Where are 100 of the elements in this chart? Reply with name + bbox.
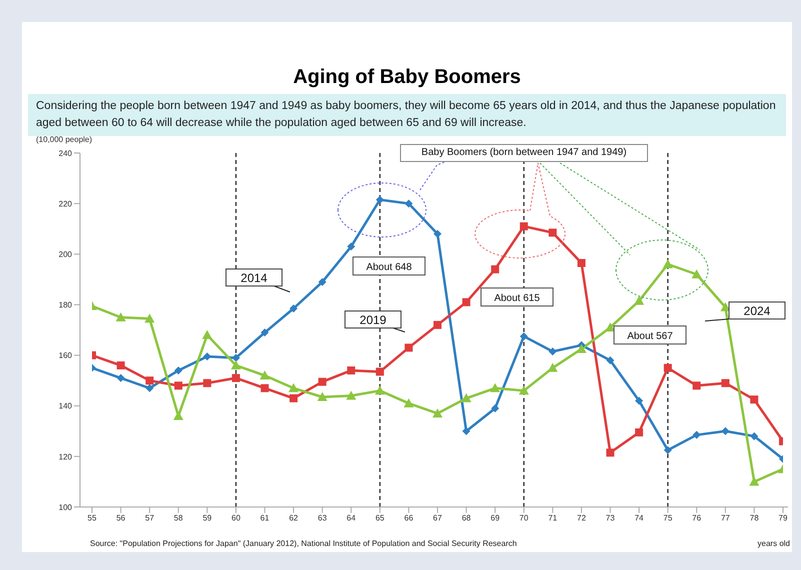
- point: [376, 196, 384, 204]
- x-tick-label: 61: [260, 514, 270, 523]
- x-tick-label: 56: [116, 514, 126, 523]
- point: [318, 278, 326, 286]
- point: [490, 383, 500, 392]
- point: [606, 356, 614, 364]
- point: [404, 200, 413, 208]
- annotation: About 567: [627, 331, 674, 342]
- point: [635, 428, 644, 436]
- y-tick-label: 140: [58, 402, 73, 411]
- point: [577, 258, 586, 267]
- point: [173, 410, 184, 420]
- x-tick-label: 59: [202, 514, 212, 523]
- point: [116, 374, 125, 382]
- x-tick-label: 63: [318, 514, 328, 523]
- point: [174, 382, 182, 390]
- chart-title: Aging of Baby Boomers: [292, 66, 522, 89]
- point: [318, 378, 326, 386]
- y-tick-label: 160: [58, 351, 73, 360]
- series-label: 2024: [744, 304, 771, 318]
- point: [202, 330, 212, 340]
- point: [116, 312, 126, 322]
- point: [434, 230, 442, 238]
- point: [548, 347, 557, 356]
- x-axis-title: years old: [758, 539, 790, 548]
- point: [232, 374, 240, 382]
- point: [434, 320, 442, 329]
- x-tick-label: 66: [404, 514, 414, 523]
- point: [346, 390, 356, 400]
- chart-subtitle: Considering the people born between 1947 and 1949 as baby boomers, they will become 65 years old in 2014, and thus the Japanese population aged between 60 to 64 will decrease while the population aged between 65 and 69 will increase.: [28, 94, 786, 136]
- x-tick-label: 57: [145, 514, 155, 523]
- y-tick-label: 100: [58, 502, 73, 512]
- x-tick-label: 58: [174, 514, 184, 523]
- point: [750, 396, 758, 404]
- point: [692, 382, 701, 390]
- point: [404, 398, 414, 408]
- point: [374, 386, 385, 395]
- x-tick-label: 73: [606, 514, 616, 523]
- y-tick-label: 200: [58, 250, 73, 259]
- x-tick-label: 74: [634, 514, 644, 523]
- point: [750, 432, 758, 440]
- point: [634, 296, 644, 305]
- point: [203, 352, 212, 361]
- source-note: Source: "Population Projections for Japan" (January 2012), National Institute of Population and Social Security Research: [90, 539, 517, 548]
- point: [376, 368, 384, 376]
- x-tick-label: 68: [462, 514, 472, 523]
- point: [260, 328, 269, 337]
- text: 2014: [240, 271, 268, 285]
- x-tick-label: 70: [519, 514, 529, 523]
- x-tick-label: 75: [663, 514, 673, 523]
- point: [606, 448, 614, 457]
- point: [144, 314, 155, 323]
- point: [576, 344, 586, 353]
- x-tick-label: 77: [720, 514, 730, 523]
- point: [203, 379, 212, 388]
- x-tick-label: 72: [577, 514, 586, 523]
- y-tick-label: 240: [58, 148, 73, 158]
- point: [290, 394, 298, 402]
- point: [635, 396, 644, 405]
- x-tick-label: 67: [433, 514, 442, 523]
- point: [288, 383, 299, 392]
- annotation: About 615: [494, 293, 540, 304]
- y-tick-label: 220: [58, 199, 73, 208]
- text: 2019: [360, 313, 387, 327]
- x-tick-label: 60: [232, 514, 241, 523]
- point: [520, 332, 528, 340]
- point: [174, 366, 182, 374]
- point: [548, 362, 558, 372]
- point: [721, 379, 730, 388]
- x-tick-label: 65: [375, 514, 385, 523]
- point: [347, 242, 356, 251]
- x-tick-label: 62: [289, 514, 299, 523]
- point: [721, 427, 730, 436]
- callout-box: Baby Boomers (born between 1947 and 1949): [400, 144, 648, 162]
- point: [692, 430, 701, 439]
- point: [518, 386, 529, 395]
- point: [404, 344, 413, 352]
- point: [548, 228, 557, 237]
- point: [290, 304, 298, 313]
- annotation: About 648: [366, 262, 412, 273]
- point: [520, 222, 528, 230]
- x-tick-label: 55: [88, 514, 97, 523]
- x-tick-label: 78: [750, 514, 760, 523]
- point: [317, 392, 328, 402]
- point: [432, 408, 442, 418]
- point: [230, 360, 241, 370]
- point: [692, 269, 702, 278]
- point: [461, 393, 472, 402]
- point: [491, 265, 500, 274]
- y-tick-label: 180: [58, 300, 73, 310]
- point: [347, 366, 356, 374]
- point: [662, 259, 673, 268]
- point: [116, 361, 125, 370]
- x-tick-label: 76: [692, 514, 702, 523]
- x-tick-label: 71: [548, 514, 558, 523]
- x-tick-label: 69: [490, 514, 500, 523]
- point: [146, 376, 154, 385]
- point: [462, 427, 470, 436]
- point: [664, 364, 672, 372]
- x-tick-label: 64: [346, 514, 356, 523]
